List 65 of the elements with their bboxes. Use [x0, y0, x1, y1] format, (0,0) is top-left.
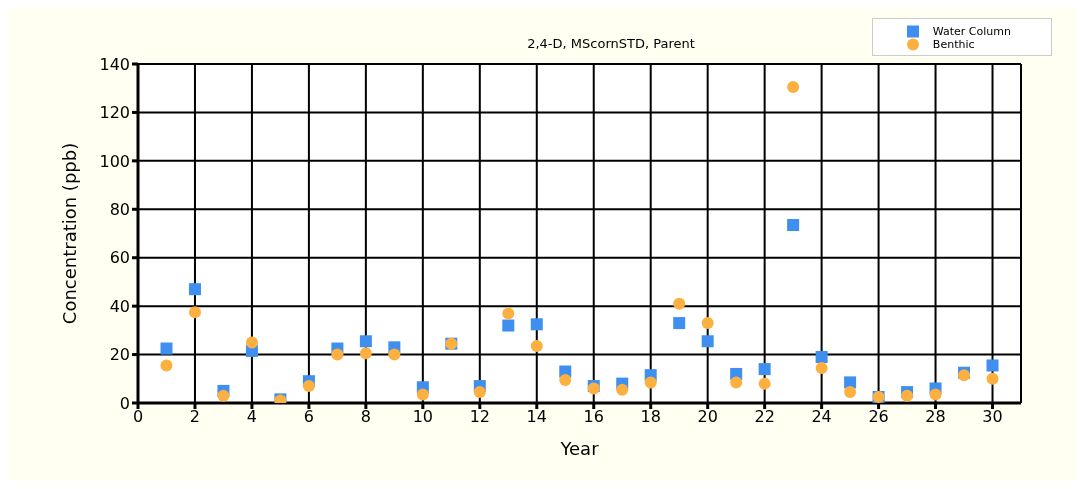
point [188, 306, 201, 319]
point [217, 389, 230, 402]
point [502, 307, 515, 320]
point [160, 342, 173, 355]
point [787, 219, 800, 232]
x-tick-label: 22 [754, 407, 775, 427]
point [473, 386, 486, 399]
point [331, 348, 344, 361]
point [302, 380, 315, 393]
point [160, 359, 173, 372]
point [673, 297, 686, 310]
point [530, 318, 543, 331]
x-tick-label: 10 [412, 407, 434, 427]
y-tick-label: 100 [99, 151, 130, 171]
x-tick-label: 12 [469, 407, 490, 427]
x-tick-label: 2 [189, 407, 201, 427]
x-tick-label: 28 [925, 407, 946, 427]
x-tick-label: 18 [640, 407, 661, 427]
y-axis-title: Concentration (ppb) [59, 142, 81, 325]
x-tick-label: 4 [246, 407, 258, 427]
point [416, 388, 429, 401]
y-tick-label: 40 [109, 296, 130, 316]
point [787, 81, 800, 93]
point [730, 376, 743, 389]
point [701, 317, 714, 330]
point [929, 388, 942, 401]
x-tick-label: 24 [811, 407, 832, 427]
chart-title: 2,4-D, MScornSTD, Parent [527, 36, 695, 51]
x-axis-title: Year [559, 438, 600, 459]
point [844, 386, 857, 399]
y-tick-label: 80 [109, 199, 130, 219]
point [245, 336, 258, 349]
x-tick-label: 8 [360, 407, 371, 427]
x-tick-label: 26 [868, 407, 889, 427]
point [559, 374, 572, 386]
point [986, 359, 999, 372]
point [388, 348, 401, 361]
y-tick-label: 140 [99, 54, 130, 74]
x-tick-label: 16 [583, 407, 604, 427]
point [986, 372, 999, 385]
y-tick-label: 120 [99, 103, 130, 123]
legend-label: Water Column [932, 24, 1011, 38]
x-tick-label: 6 [303, 407, 314, 427]
point [673, 317, 686, 330]
point [758, 363, 771, 376]
point [815, 350, 828, 363]
x-tick-label: 30 [982, 407, 1003, 427]
point [701, 335, 714, 348]
point [188, 283, 201, 296]
point [815, 361, 828, 374]
point [844, 376, 857, 389]
point [502, 319, 515, 332]
point [758, 377, 771, 390]
point [530, 340, 543, 353]
x-tick-label: 20 [697, 407, 718, 427]
x-tick-label: 0 [132, 407, 144, 427]
point [359, 335, 372, 348]
y-tick-label: 60 [109, 248, 130, 268]
x-tick-label: 14 [526, 407, 547, 427]
y-tick-label: 0 [119, 393, 130, 413]
point [616, 383, 629, 396]
point [359, 347, 372, 360]
legend-label: Benthic [932, 37, 975, 51]
y-tick-label: 20 [109, 345, 130, 365]
point [644, 376, 657, 389]
